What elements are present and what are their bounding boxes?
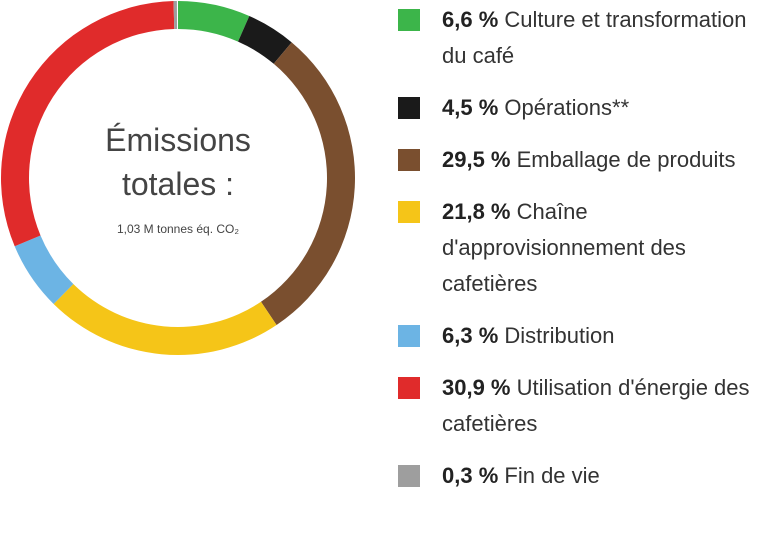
legend-item: 29,5 % Emballage de produits [398, 142, 764, 178]
donut-slice [173, 1, 178, 30]
legend-value: 29,5 % [442, 147, 511, 172]
legend-text: 6,3 % Distribution [442, 318, 762, 354]
legend-value: 4,5 % [442, 95, 499, 120]
legend-item: 0,3 % Fin de vie [398, 458, 764, 494]
legend-label: Chaîne d'approvisionnement des cafetière… [442, 199, 686, 296]
chart-subtitle: 1,03 M tonnes éq. CO₂ [116, 222, 240, 236]
legend-item: 6,6 % Culture et transformation du café [398, 2, 764, 74]
legend-label: Fin de vie [504, 463, 600, 488]
legend-item: 21,8 % Chaîne d'approvisionnement des ca… [398, 194, 764, 302]
chart-title: Émissions totales : [105, 122, 251, 202]
donut-slice [238, 16, 292, 64]
legend-swatch [398, 325, 420, 347]
legend-label: Culture et transformation du café [442, 7, 747, 68]
legend-item: 6,3 % Distribution [398, 318, 764, 354]
legend-label: Opérations** [504, 95, 630, 120]
donut-slice [178, 1, 250, 42]
legend-text: 21,8 % Chaîne d'approvisionnement des ca… [442, 194, 762, 302]
donut-slice [53, 284, 277, 355]
legend-swatch [398, 149, 420, 171]
legend-value: 30,9 % [442, 375, 511, 400]
legend-text: 29,5 % Emballage de produits [442, 142, 762, 178]
legend: 6,6 % Culture et transformation du café 4… [398, 2, 764, 510]
legend-item: 4,5 % Opérations** [398, 90, 764, 126]
legend-label: Utilisation d'énergie des cafetières [442, 375, 750, 436]
legend-text: 4,5 % Opérations** [442, 90, 762, 126]
donut-chart [1, 1, 355, 355]
legend-swatch [398, 201, 420, 223]
legend-swatch [398, 465, 420, 487]
center-label: Émissions totales : 1,03 M tonnes éq. CO… [63, 118, 293, 236]
legend-text: 30,9 % Utilisation d'énergie des cafetiè… [442, 370, 762, 442]
legend-item: 30,9 % Utilisation d'énergie des cafetiè… [398, 370, 764, 442]
legend-swatch [398, 9, 420, 31]
legend-swatch [398, 97, 420, 119]
legend-label: Distribution [504, 323, 615, 348]
legend-text: 6,6 % Culture et transformation du café [442, 2, 762, 74]
legend-text: 0,3 % Fin de vie [442, 458, 762, 494]
legend-value: 6,6 % [442, 7, 499, 32]
donut-slice [260, 42, 355, 326]
legend-value: 6,3 % [442, 323, 499, 348]
donut-slice [14, 235, 74, 304]
legend-value: 21,8 % [442, 199, 511, 224]
legend-label: Emballage de produits [516, 147, 736, 172]
legend-swatch [398, 377, 420, 399]
legend-value: 0,3 % [442, 463, 499, 488]
donut-slice [1, 1, 175, 247]
